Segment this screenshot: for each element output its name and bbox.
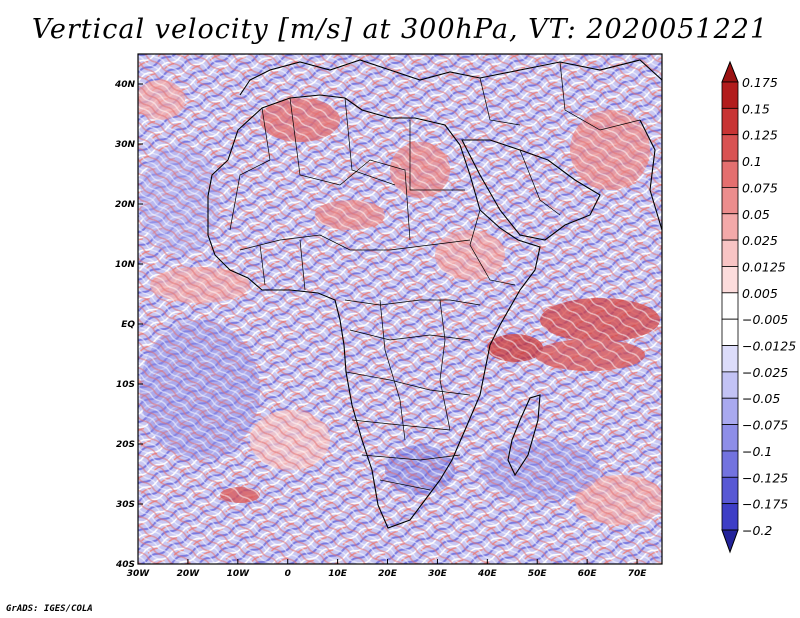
colorbar-swatch (721, 424, 739, 452)
colorbar-swatch (721, 292, 739, 320)
colorbar-swatch (721, 107, 739, 136)
lon-tick-label: 40E (477, 569, 498, 579)
colorbar-label: 0.075 (742, 180, 778, 195)
lon-tick-label: 10W (227, 569, 251, 579)
colorbar-label: −0.075 (742, 418, 788, 433)
map-title: Vertical velocity [m/s] at 300hPa, VT: 2… (31, 14, 769, 45)
lon-tick-label: 30W (127, 569, 151, 579)
colorbar-label: −0.0125 (742, 339, 796, 354)
colorbar-swatch (721, 345, 739, 373)
colorbar-swatch (721, 318, 739, 346)
colorbar-swatch (721, 239, 739, 267)
colorbar-swatch (721, 476, 739, 505)
colorbar-swatch (721, 450, 739, 478)
colorbar-swatch (721, 213, 739, 241)
colorbar-swatch (721, 134, 739, 162)
colorbar-label: 0.1 (742, 154, 762, 169)
vertical-velocity-field (138, 54, 662, 564)
lon-tick-label: 20E (378, 569, 398, 579)
colorbar-label: 0.005 (742, 286, 778, 301)
madagascar-coastline (507, 394, 541, 477)
longitude-axis: 30W 20W 10W 0 10E 20E 30E 40E 50E 60E 70E (127, 559, 647, 579)
colorbar-bottom-arrow (721, 529, 739, 554)
map-frame (137, 53, 663, 565)
lon-tick-label: 10E (328, 569, 348, 579)
colorbar-label: −0.025 (742, 365, 788, 380)
lon-tick-label: 30E (428, 569, 448, 579)
colorbar-label: −0.1 (742, 444, 772, 459)
coastlines (207, 59, 662, 529)
colorbar-label: −0.005 (742, 312, 788, 327)
plot-area: 30W 20W 10W 0 10E 20E 30E 40E 50E 60E 70E 40N 30N 20… (114, 53, 796, 579)
lat-tick-label: EQ (121, 320, 135, 330)
colorbar-swatch (721, 503, 739, 531)
lon-tick-label: 70E (628, 569, 648, 579)
colorbar-swatch (721, 371, 739, 399)
colorbar-top-arrow (721, 60, 739, 83)
india-coastline (639, 119, 662, 231)
lon-tick-label: 20W (177, 569, 201, 579)
europe-coastline (239, 59, 662, 96)
latitude-axis: 40N 30N 20N 10N EQ 10S 20S 30S 40S (114, 80, 143, 570)
colorbar-label: 0.0125 (742, 259, 786, 274)
lat-tick-label: 20N (115, 200, 136, 210)
lat-tick-label: 30S (116, 500, 135, 510)
colorbar-swatch (721, 266, 739, 294)
colorbar-swatch (721, 187, 739, 215)
lat-tick-label: 40N (114, 80, 136, 90)
lat-tick-label: 10S (116, 380, 135, 390)
country-borders (229, 61, 641, 491)
colorbar-swatch (721, 397, 739, 425)
colorbar-label: −0.05 (742, 391, 780, 406)
colorbar-label: 0.175 (742, 75, 778, 90)
colorbar-label: 0.05 (742, 207, 770, 222)
lon-tick-label: 50E (528, 569, 548, 579)
colorbar-label: −0.2 (742, 523, 772, 538)
africa-coastline (207, 94, 541, 529)
colorbar: 0.175 0.15 0.125 0.1 0.075 0.05 0.025 0.0125 0.0… (721, 60, 796, 554)
lat-tick-label: 20S (116, 440, 135, 450)
colorbar-swatch (721, 160, 739, 188)
colorbar-label: −0.175 (742, 497, 788, 512)
lon-tick-label: 60E (578, 569, 598, 579)
colorbar-label: 0.125 (742, 128, 778, 143)
colorbar-label: 0.025 (742, 233, 778, 248)
lat-tick-label: 30N (115, 140, 136, 150)
colorbar-label: −0.125 (742, 470, 788, 485)
lon-tick-label: 0 (285, 569, 291, 579)
lat-tick-label: 10N (115, 260, 136, 270)
colorbar-label: 0.15 (742, 101, 770, 116)
lat-tick-label: 40S (115, 560, 135, 570)
colorbar-swatch (721, 81, 739, 109)
footer-credit: GrADS: IGES/COLA (6, 604, 93, 614)
